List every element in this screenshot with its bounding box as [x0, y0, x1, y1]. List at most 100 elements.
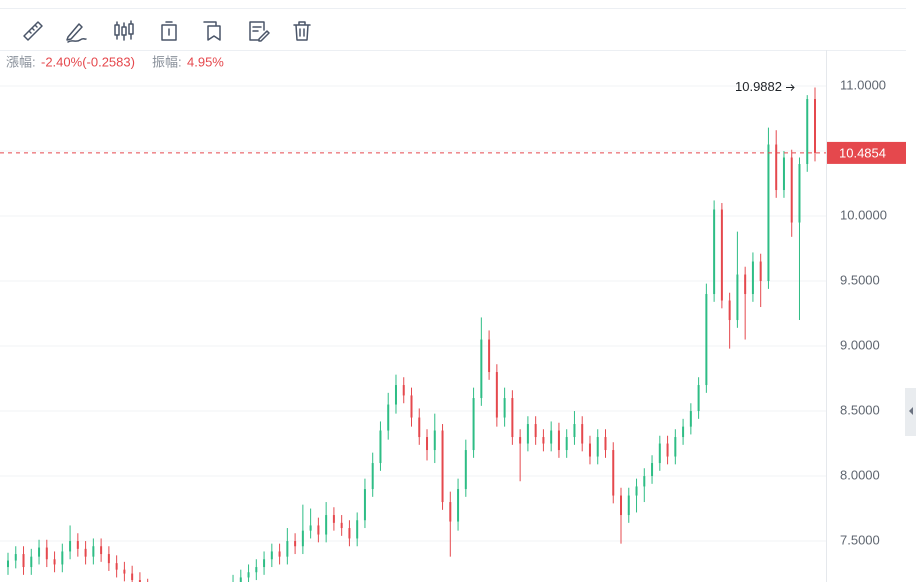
candle-body	[317, 525, 320, 535]
candle-body	[542, 437, 545, 444]
candle-body	[22, 554, 25, 568]
y-tick-label: 9.5000	[840, 272, 880, 287]
toolbar	[23, 20, 311, 43]
candle-body	[379, 430, 382, 464]
candle-body	[814, 99, 816, 153]
candle-body	[705, 294, 708, 386]
candle-body	[441, 430, 444, 503]
candle-body	[301, 530, 304, 547]
change-label: 漲幅:	[6, 54, 36, 69]
candle-body	[76, 541, 79, 549]
amplitude-value: 4.95%	[187, 54, 224, 69]
trash-tool[interactable]	[293, 21, 311, 41]
candle-body	[38, 547, 41, 557]
candle-body	[363, 489, 366, 521]
candle-body	[449, 502, 452, 522]
y-tick-label: 11.0000	[840, 77, 886, 92]
candle-body	[255, 567, 258, 573]
candle-body	[596, 437, 599, 457]
candle-body	[418, 417, 421, 438]
candle-body	[666, 443, 669, 457]
candle-body	[806, 99, 809, 165]
candle-body	[402, 385, 405, 396]
last-price-box	[827, 141, 906, 164]
delete-line-tool[interactable]	[161, 21, 177, 41]
y-tick-label: 8.5000	[840, 402, 880, 417]
candle-body	[332, 515, 335, 523]
candle-body	[713, 209, 716, 295]
candle-body	[138, 580, 141, 582]
candle-body	[782, 157, 785, 191]
candle-body	[356, 520, 359, 539]
candle-body	[775, 144, 778, 191]
candle-body	[519, 437, 522, 444]
high-label: 10.9882	[735, 79, 782, 94]
candle-body	[45, 547, 48, 560]
grid: 7.5000 8.0000 8.5000 9.0000 9.5000 10.0000 10.…	[0, 77, 887, 547]
candle-body	[239, 577, 242, 582]
candle-body	[604, 437, 607, 451]
y-tick-label: 8.0000	[840, 467, 880, 482]
candle-body	[131, 573, 134, 581]
candle-body	[115, 563, 118, 570]
candle-body	[488, 339, 491, 373]
candle-body	[581, 424, 584, 444]
y-tick-label: 7.5000	[840, 532, 880, 547]
side-tab-arrow	[909, 407, 913, 415]
candle-body	[426, 437, 429, 451]
candle-body	[371, 463, 374, 490]
candle-body	[387, 404, 390, 431]
candle-body	[751, 261, 754, 295]
candle-body	[348, 528, 351, 539]
candle-body	[286, 541, 289, 557]
candle-body	[736, 274, 739, 321]
candle-body	[100, 546, 103, 555]
candle-body	[643, 476, 646, 487]
candle-body	[744, 274, 747, 295]
copy-tool[interactable]	[203, 21, 221, 41]
candle-body	[728, 300, 731, 321]
candle-body	[410, 395, 413, 418]
candle-body	[526, 424, 529, 444]
candle-body	[612, 450, 615, 496]
candle-body	[550, 430, 553, 444]
candle-body	[472, 398, 475, 451]
candle-body	[294, 541, 297, 547]
candle-body	[263, 559, 266, 568]
candle-body	[309, 525, 312, 531]
candle-body	[557, 430, 560, 451]
candle-body	[674, 437, 677, 457]
candle-body	[480, 339, 483, 399]
change-value: -2.40%(-0.2583)	[41, 54, 135, 69]
candle-tool[interactable]	[114, 20, 134, 41]
y-tick-label: 9.0000	[840, 337, 880, 352]
candle-body	[457, 489, 460, 522]
candle-body	[503, 398, 506, 418]
candle-body	[30, 556, 33, 568]
candle-body	[682, 426, 685, 438]
candle-body	[61, 551, 64, 565]
candle-body	[394, 385, 397, 405]
candle-body	[511, 398, 514, 438]
candle-body	[588, 443, 591, 457]
candle-body	[325, 515, 328, 535]
overlay: 10.4854 10.9882	[0, 79, 906, 164]
candle-body	[767, 144, 770, 282]
y-tick-label: 10.0000	[840, 207, 887, 222]
ruler-tool[interactable]	[23, 21, 43, 41]
candle-body	[627, 495, 630, 516]
candle-body	[635, 486, 638, 496]
candle-body	[433, 430, 436, 451]
candle-body	[697, 385, 700, 412]
candle-body	[689, 411, 692, 427]
candle-body	[69, 541, 72, 552]
edit-tool[interactable]	[249, 21, 270, 42]
candle-body	[495, 372, 498, 418]
candle-body	[92, 546, 95, 557]
candle-body	[247, 572, 250, 578]
pen-tool[interactable]	[66, 23, 87, 43]
candle-body	[620, 495, 623, 516]
candle-body	[278, 551, 281, 557]
amplitude-label: 振幅:	[152, 54, 182, 69]
